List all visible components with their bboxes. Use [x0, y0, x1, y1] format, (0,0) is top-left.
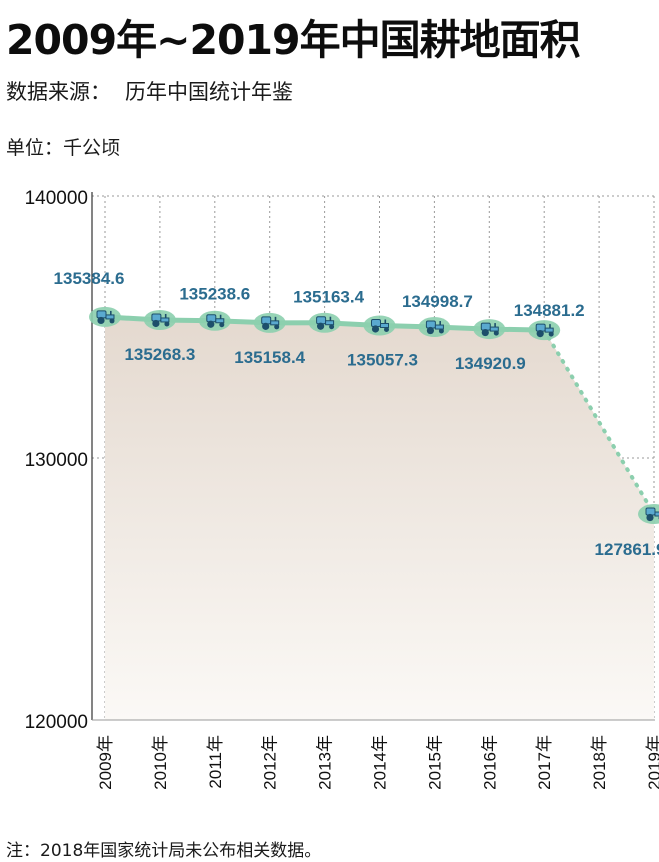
data-label: 134881.2 — [514, 301, 585, 320]
data-label: 135158.4 — [234, 348, 305, 367]
y-tick-label: 120000 — [25, 712, 88, 733]
tractor-icon — [198, 310, 231, 331]
tractor-icon — [308, 312, 341, 333]
x-tick-label: 2010年 — [151, 735, 170, 790]
tractor-icon — [528, 320, 561, 341]
x-tick-label: 2011年 — [206, 735, 225, 789]
unit-label: 单位：千公顷 — [6, 137, 121, 159]
x-tick-labels: 2009年 2010年 2011年 2012年 2013年 2014年 2015年 2016年… — [96, 735, 659, 790]
x-tick-label: 2017年 — [535, 735, 554, 790]
y-tick-labels: 120000 130000 140000 — [25, 188, 88, 733]
data-label: 135268.3 — [124, 345, 195, 364]
data-label: 135057.3 — [347, 350, 418, 369]
data-label: 134998.7 — [402, 292, 473, 311]
data-labels: 135384.6 135268.3 135238.6 135158.4 135163.4… — [54, 269, 659, 559]
tractor-icon — [363, 315, 396, 336]
area-fill — [105, 316, 654, 720]
x-tick-label: 2013年 — [316, 735, 335, 790]
tractor-icon — [143, 309, 176, 330]
data-label: 135384.6 — [54, 269, 125, 288]
data-label: 135238.6 — [179, 285, 250, 304]
data-source: 数据来源： 历年中国统计年鉴 — [6, 76, 293, 106]
y-axis — [91, 192, 655, 721]
x-tick-label: 2019年 — [645, 735, 659, 790]
x-tick-label: 2012年 — [261, 735, 280, 790]
x-tick-label: 2014年 — [371, 735, 390, 790]
x-tick-label: 2015年 — [425, 735, 444, 790]
source-value: 历年中国统计年鉴 — [125, 80, 293, 104]
y-tick-label: 130000 — [25, 450, 88, 471]
tractor-icon — [473, 319, 506, 340]
chart-title: 2009年~2019年中国耕地面积 — [6, 16, 581, 64]
area-shape — [105, 316, 654, 720]
x-tick-label: 2018年 — [590, 735, 609, 790]
x-tick-label: 2016年 — [480, 735, 499, 790]
data-label: 135163.4 — [293, 288, 364, 307]
y-tick-label: 140000 — [25, 188, 88, 209]
tractor-icon — [418, 317, 451, 338]
data-label: 134920.9 — [455, 354, 526, 373]
tractor-icon — [89, 306, 121, 327]
tractor-icon — [253, 312, 286, 333]
tractor-markers — [89, 306, 659, 525]
x-tick-label: 2009年 — [96, 735, 115, 790]
data-label: 127861.9 — [595, 540, 659, 559]
series-segment-missing — [542, 328, 656, 517]
footnote: 注：2018年国家统计局未公布相关数据。 — [6, 841, 322, 861]
source-label: 数据来源： — [6, 80, 111, 104]
